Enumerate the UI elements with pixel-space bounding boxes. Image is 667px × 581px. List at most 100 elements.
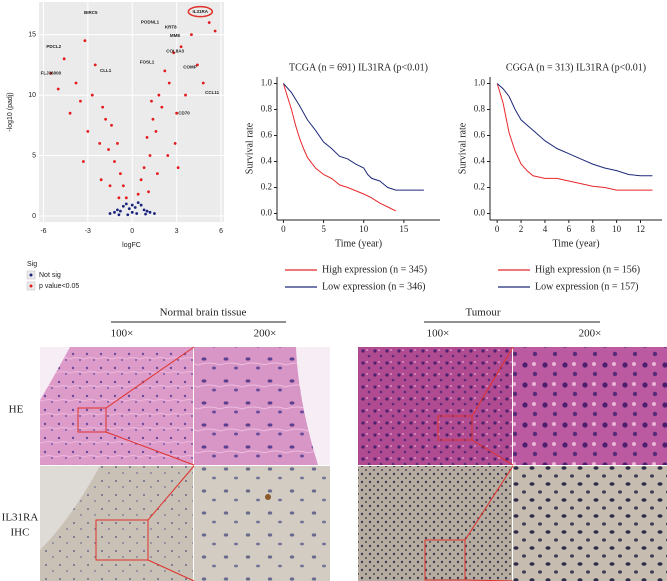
point bbox=[107, 148, 110, 151]
point bbox=[139, 178, 143, 182]
point bbox=[144, 212, 147, 216]
gene-label: FLJ36000 bbox=[41, 71, 62, 76]
ihc-tumour-200 bbox=[513, 466, 667, 581]
point bbox=[142, 166, 146, 170]
tissue-edge bbox=[40, 466, 100, 550]
point bbox=[195, 63, 199, 67]
gene-label: KRT8 bbox=[165, 25, 177, 30]
x-tick-label: 4 bbox=[543, 224, 548, 234]
y-tick-label: 0.0 bbox=[474, 208, 486, 218]
ihc-tumour-100 bbox=[358, 466, 512, 581]
point bbox=[99, 178, 103, 182]
point bbox=[150, 99, 153, 103]
x-tick-label: 2 bbox=[519, 224, 524, 234]
point bbox=[136, 201, 140, 205]
point bbox=[124, 202, 128, 206]
gene-label: BIRC5 bbox=[84, 10, 98, 15]
tissue-edge bbox=[40, 347, 70, 400]
magnification: 200× bbox=[579, 328, 602, 340]
point bbox=[124, 196, 128, 200]
survival-curve bbox=[282, 83, 397, 212]
group-title: Normal brain tissue bbox=[160, 307, 247, 319]
magnification: 100× bbox=[111, 328, 134, 340]
point bbox=[117, 196, 121, 200]
x-tick-label: 0 bbox=[130, 228, 134, 235]
point bbox=[213, 29, 217, 33]
gene-label: PDCL2 bbox=[46, 44, 61, 49]
y-tick-label: 0.4 bbox=[261, 156, 273, 166]
legend-label: p value<0.05 bbox=[39, 283, 79, 290]
chart-title: CGGA (n = 313) IL31RA (p<0.01) bbox=[506, 62, 646, 73]
legend-title: Sig bbox=[27, 261, 37, 268]
y-tick-label: 0.8 bbox=[261, 104, 273, 114]
point bbox=[62, 57, 66, 61]
legend-label: Low expression (n = 157) bbox=[535, 281, 638, 292]
legend-label: Not sig bbox=[39, 272, 61, 279]
magnification: 200× bbox=[254, 328, 277, 340]
x-tick-label: 3 bbox=[175, 228, 179, 235]
point bbox=[98, 142, 102, 145]
x-axis-label: Time (year) bbox=[552, 238, 599, 249]
y-tick-label: 0.6 bbox=[261, 130, 273, 140]
y-tick-label: 5 bbox=[32, 152, 36, 159]
gene-label: COL8A3 bbox=[166, 49, 184, 54]
point bbox=[154, 129, 158, 133]
gene-label: CD70 bbox=[178, 110, 190, 115]
gene-label: CLL1 bbox=[100, 68, 112, 73]
y-tick-label: 1.0 bbox=[474, 78, 486, 88]
x-tick-label: 10 bbox=[359, 224, 369, 234]
point bbox=[83, 39, 87, 43]
point bbox=[151, 117, 155, 121]
y-tick-label: 10 bbox=[28, 92, 36, 99]
point bbox=[172, 51, 176, 55]
point bbox=[173, 142, 177, 145]
x-tick-label: 0 bbox=[495, 224, 500, 234]
legend-label: High expression (n = 156) bbox=[535, 264, 640, 275]
y-tick-label: 0.4 bbox=[474, 156, 486, 166]
chart-title: TCGA (n = 691) IL31RA (p<0.01) bbox=[289, 62, 428, 73]
point bbox=[108, 184, 112, 188]
point bbox=[148, 154, 152, 157]
legend-swatch bbox=[29, 273, 33, 277]
y-tick-label: 0.6 bbox=[474, 130, 486, 140]
y-tick-label: 15 bbox=[28, 31, 36, 38]
gene-label: MME bbox=[170, 33, 181, 38]
x-tick-label: 12 bbox=[636, 224, 645, 234]
point bbox=[175, 111, 179, 115]
point bbox=[127, 207, 131, 211]
point bbox=[121, 204, 125, 208]
point bbox=[121, 184, 125, 188]
group-title: Tumour bbox=[465, 307, 500, 319]
point bbox=[113, 160, 116, 163]
point bbox=[49, 71, 53, 75]
point bbox=[130, 203, 134, 207]
point bbox=[86, 129, 90, 133]
x-tick-label: 5 bbox=[321, 224, 326, 234]
row-label: IHC bbox=[11, 527, 30, 539]
stain bbox=[265, 494, 271, 500]
point bbox=[110, 123, 113, 127]
he-normal-100 bbox=[40, 347, 193, 465]
row-label: HE bbox=[9, 404, 24, 416]
survival-curve bbox=[496, 83, 653, 177]
point bbox=[93, 63, 97, 67]
gene-label: PODNL1 bbox=[141, 20, 160, 25]
legend-label: Low expression (n = 346) bbox=[322, 281, 425, 292]
point bbox=[142, 208, 146, 212]
y-tick-label: 1.0 bbox=[261, 78, 273, 88]
point bbox=[157, 93, 161, 97]
point bbox=[130, 210, 134, 214]
x-axis-label: Time (year) bbox=[335, 238, 382, 249]
x-tick-label: 10 bbox=[612, 224, 622, 234]
point bbox=[90, 93, 94, 97]
y-tick-label: 0.2 bbox=[474, 182, 485, 192]
ihc-normal-200 bbox=[194, 466, 330, 581]
point bbox=[136, 192, 140, 196]
point bbox=[179, 45, 183, 49]
point bbox=[145, 209, 149, 213]
legend-swatch bbox=[29, 284, 33, 288]
point bbox=[163, 69, 167, 73]
x-tick-label: 6 bbox=[567, 224, 572, 234]
point bbox=[201, 81, 205, 85]
point bbox=[148, 210, 152, 214]
